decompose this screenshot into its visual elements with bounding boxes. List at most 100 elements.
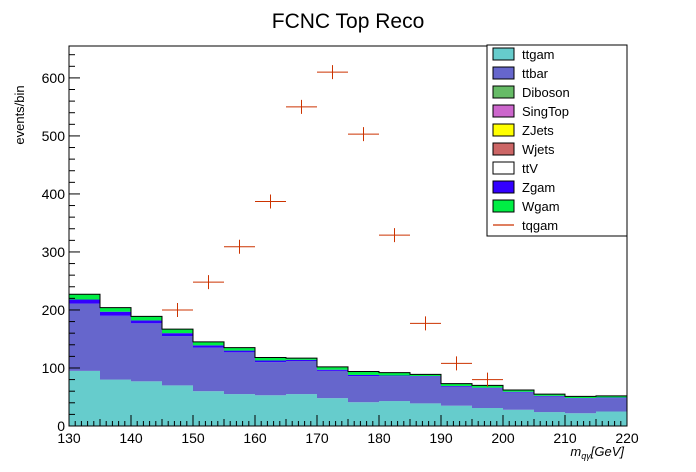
bar-ttgam-8: [317, 398, 348, 426]
bar-Zgam-8: [317, 369, 348, 371]
x-tick-label-160: 160: [243, 430, 267, 446]
bar-ttgam-12: [441, 405, 472, 426]
bar-ttgam-5: [224, 394, 255, 426]
legend-swatch-ttgam: [492, 47, 515, 61]
bar-Wgam-17: [596, 395, 627, 398]
x-tick-label-200: 200: [491, 430, 515, 446]
bar-ttgam-3: [162, 385, 193, 426]
bar-ttbar-0: [69, 303, 100, 371]
stack-total-outline: [68, 293, 628, 426]
legend-label-ttbar: ttbar: [522, 66, 549, 81]
bar-Zgam-2: [131, 320, 162, 324]
legend-swatch-ttV: [492, 161, 515, 175]
bar-ttbar-10: [379, 376, 410, 402]
bar-Zgam-0: [69, 299, 100, 304]
legend-label-Wgam: Wgam: [522, 199, 560, 214]
bar-ttgam-10: [379, 401, 410, 426]
bar-Zgam-9: [348, 374, 379, 377]
bar-Zgam-16: [565, 398, 596, 399]
bar-Zgam-6: [255, 360, 286, 363]
y-tick-label-600: 600: [42, 70, 66, 86]
bar-ttbar-11: [410, 376, 441, 404]
bar-ttbar-8: [317, 370, 348, 399]
bar-Wgam-10: [379, 372, 410, 376]
y-axis: 0 100 200 300 400 500 600: [42, 54, 80, 434]
bar-ttgam-6: [255, 395, 286, 426]
bar-ttbar-7: [286, 361, 317, 395]
bar-Zgam-7: [286, 359, 317, 362]
bar-ttgam-9: [348, 402, 379, 426]
bar-ttbar-17: [596, 398, 627, 412]
bar-ttgam-13: [472, 408, 503, 426]
legend-swatch-Zgam: [492, 180, 515, 194]
x-axis-title-unit: [GeV]: [590, 444, 625, 459]
bar-ttgam-17: [596, 411, 627, 426]
bar-Wgam-12: [441, 383, 472, 386]
bar-ttbar-9: [348, 376, 379, 403]
bar-Wgam-9: [348, 371, 379, 375]
bar-ttbar-15: [534, 396, 565, 413]
bar-Wgam-4: [193, 341, 224, 346]
bar-ttbar-6: [255, 362, 286, 396]
bar-ttbar-12: [441, 386, 472, 406]
legend: ttgam ttbar Diboson SingTop ZJets Wjets ttV Zga…: [486, 44, 628, 237]
bar-Wgam-3: [162, 329, 193, 334]
x-tick-label-190: 190: [429, 430, 453, 446]
legend-swatch-ttbar: [492, 66, 515, 80]
bar-Wgam-2: [131, 316, 162, 321]
bar-Zgam-11: [410, 376, 441, 377]
y-tick-label-500: 500: [42, 128, 66, 144]
bar-Wgam-8: [317, 366, 348, 370]
bar-ttbar-13: [472, 388, 503, 409]
bar-Zgam-15: [534, 395, 565, 397]
bar-Zgam-17: [596, 397, 627, 399]
y-tick-label-0: 0: [57, 418, 65, 434]
stacked-bars: [68, 293, 628, 426]
bar-Zgam-14: [503, 391, 534, 393]
y-tick-label-300: 300: [42, 244, 66, 260]
bar-ttgam-1: [100, 379, 131, 426]
legend-swatch-ZJets: [492, 123, 515, 137]
y-axis-title: events/bin: [12, 85, 27, 144]
bar-Zgam-10: [379, 375, 410, 377]
x-tick-label-140: 140: [119, 430, 143, 446]
bar-ttbar-2: [131, 323, 162, 382]
legend-swatch-Wjets: [492, 142, 515, 156]
bar-Wgam-5: [224, 347, 255, 351]
bar-ttbar-4: [193, 347, 224, 392]
chart-title: FCNC Top Reco: [272, 10, 425, 33]
bar-Zgam-13: [472, 387, 503, 389]
bar-ttgam-4: [193, 391, 224, 426]
bar-ttgam-11: [410, 403, 441, 426]
x-tick-label-220: 220: [615, 430, 639, 446]
bar-ttbar-3: [162, 336, 193, 386]
x-axis-title-main: m: [570, 444, 581, 459]
bar-ttbar-5: [224, 352, 255, 395]
bar-Wgam-11: [410, 374, 441, 377]
signal-markers: [162, 65, 503, 387]
legend-label-Wjets: Wjets: [522, 142, 555, 157]
bar-Zgam-1: [100, 311, 131, 316]
y-tick-label-200: 200: [42, 302, 66, 318]
bar-Wgam-15: [534, 394, 565, 396]
legend-swatch-SingTop: [492, 104, 515, 118]
legend-swatch-Wgam: [492, 199, 515, 213]
bar-ttgam-2: [131, 381, 162, 426]
bar-Wgam-14: [503, 390, 534, 392]
bar-Wgam-6: [255, 357, 286, 361]
bar-ttgam-15: [534, 412, 565, 426]
bar-ttbar-16: [565, 398, 596, 414]
x-tick-label-180: 180: [367, 430, 391, 446]
bar-Zgam-3: [162, 333, 193, 337]
legend-label-ZJets: ZJets: [522, 123, 554, 138]
bar-Zgam-5: [224, 350, 255, 353]
bar-ttbar-1: [100, 315, 131, 380]
legend-label-Zgam: Zgam: [522, 180, 555, 195]
legend-label-Diboson: Diboson: [522, 85, 570, 100]
bar-ttgam-14: [503, 409, 534, 426]
bar-Zgam-4: [193, 345, 224, 348]
bar-Wgam-7: [286, 358, 317, 360]
x-axis-title-sub: qγ: [581, 451, 591, 461]
legend-label-ttgam: ttgam: [522, 47, 555, 62]
